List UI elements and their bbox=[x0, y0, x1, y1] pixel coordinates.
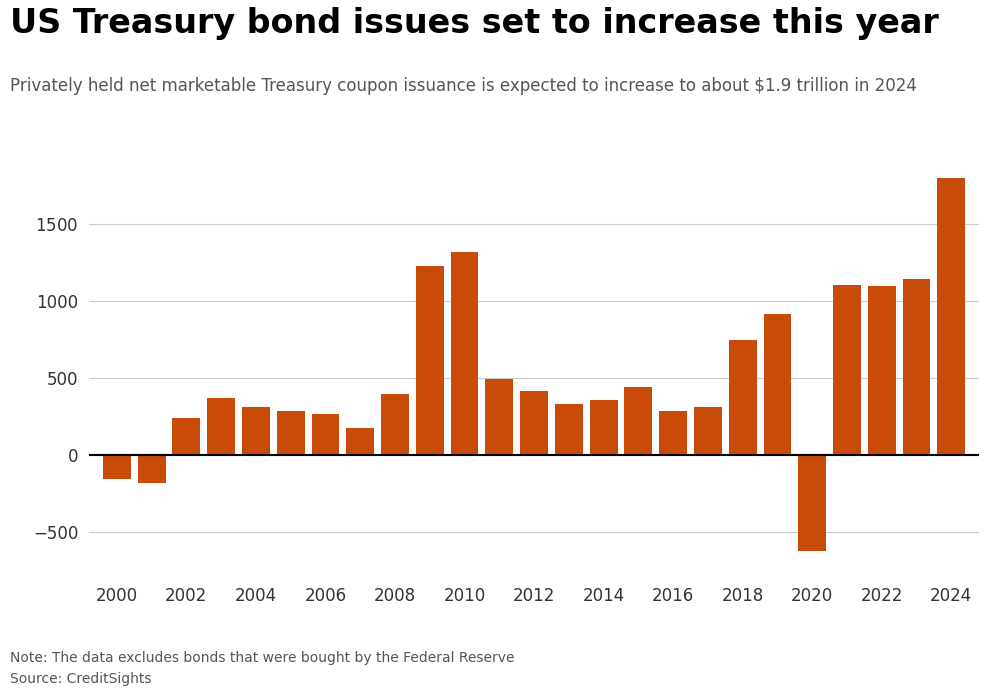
Bar bbox=[381, 394, 408, 455]
Bar bbox=[624, 386, 653, 455]
Bar bbox=[486, 379, 513, 455]
Bar bbox=[451, 252, 479, 455]
Bar bbox=[694, 406, 722, 455]
Bar bbox=[346, 428, 374, 455]
Bar bbox=[903, 279, 931, 455]
Bar bbox=[312, 414, 339, 455]
Bar bbox=[555, 404, 583, 455]
Bar bbox=[729, 340, 757, 455]
Bar bbox=[798, 455, 826, 551]
Text: US Treasury bond issues set to increase this year: US Treasury bond issues set to increase … bbox=[10, 7, 939, 40]
Bar bbox=[660, 411, 687, 455]
Bar bbox=[137, 455, 165, 483]
Bar bbox=[589, 400, 617, 455]
Bar bbox=[277, 411, 305, 455]
Bar bbox=[764, 314, 791, 455]
Bar bbox=[867, 286, 896, 455]
Bar bbox=[208, 398, 235, 455]
Bar bbox=[103, 455, 131, 479]
Bar bbox=[415, 267, 444, 455]
Bar bbox=[520, 391, 548, 455]
Bar bbox=[172, 418, 200, 455]
Bar bbox=[938, 177, 965, 455]
Bar bbox=[833, 285, 860, 455]
Text: Source: CreditSights: Source: CreditSights bbox=[10, 672, 151, 686]
Text: Note: The data excludes bonds that were bought by the Federal Reserve: Note: The data excludes bonds that were … bbox=[10, 651, 514, 665]
Bar bbox=[242, 406, 270, 455]
Text: Privately held net marketable Treasury coupon issuance is expected to increase t: Privately held net marketable Treasury c… bbox=[10, 77, 917, 95]
